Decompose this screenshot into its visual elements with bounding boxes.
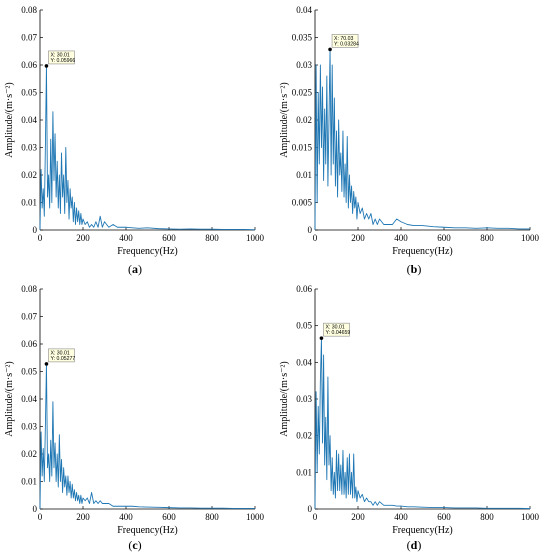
x-tick-label: 200 (351, 512, 365, 522)
data-tip-x-label: X: 70.03 (334, 36, 353, 42)
x-tick-label: 600 (437, 512, 451, 522)
data-tip-box (48, 348, 75, 363)
y-tick-label: 0.01 (21, 477, 37, 487)
x-tick-label: 1000 (521, 512, 540, 522)
x-tick-label: 200 (76, 512, 90, 522)
y-axis-label: Amplitude/(m·s⁻²) (279, 82, 290, 158)
caption-letter: c (132, 538, 138, 552)
caption-letter: d (410, 538, 418, 552)
x-tick-label: 200 (76, 233, 90, 243)
y-tick-label: 0.08 (21, 284, 37, 294)
data-tip-box (331, 34, 359, 48)
caption-letter: b (410, 262, 418, 276)
y-tick-label: 0.05 (21, 367, 37, 377)
series-line (39, 65, 256, 231)
y-tick-label: 0.025 (292, 88, 313, 98)
y-tick-label: 0.03 (296, 60, 312, 70)
y-tick-label: 0.06 (21, 60, 37, 70)
y-tick-label: 0.06 (296, 284, 312, 294)
y-tick-label: 0 (308, 504, 313, 514)
x-tick-label: 0 (38, 233, 43, 243)
x-axis-label: Frequency(Hz) (117, 246, 178, 257)
y-tick-label: 0.01 (296, 467, 312, 477)
y-tick-label: 0.04 (296, 357, 312, 367)
data-tip-point (44, 362, 49, 366)
y-tick-label: 0.04 (296, 5, 312, 15)
series-line (39, 363, 255, 510)
x-tick-label: 800 (205, 512, 219, 522)
x-tick-label: 0 (38, 512, 43, 522)
x-axis-label: Frequency(Hz) (117, 525, 178, 536)
y-tick-label: 0.05 (296, 321, 312, 331)
y-tick-label: 0.02 (21, 449, 37, 459)
x-tick-label: 600 (162, 512, 176, 522)
data-tip-y-label: Y: 0.03284 (334, 41, 359, 47)
x-axis-label: Frequency(Hz) (392, 525, 453, 536)
caption-a: (a) (128, 262, 142, 276)
y-tick-label: 0.03 (296, 394, 312, 404)
data-tip-y-label: Y: 0.04659 (325, 330, 350, 336)
data-tip-point (44, 64, 49, 68)
y-axis-label: Amplitude/(m·s⁻²) (279, 361, 290, 437)
x-tick-label: 400 (119, 233, 133, 243)
y-tick-label: 0.01 (296, 170, 312, 180)
data-tip-y-label: Y: 0.05966 (50, 58, 75, 64)
y-tick-label: 0 (33, 225, 38, 235)
chart-panel-d: 0 200 400 600 800 1000 0 0.01 0.02 0.03 0.04 0.05 0.… (279, 284, 540, 536)
x-tick-label: 400 (119, 512, 133, 522)
chart-panel-c: 0 200 400 600 800 1000 0 0.01 0.02 0.03 0.04 0.05 0.… (4, 284, 265, 536)
y-tick-label: 0.08 (21, 5, 37, 15)
y-tick-label: 0.04 (21, 115, 37, 125)
x-tick-label: 0 (313, 512, 318, 522)
y-tick-label: 0.03 (21, 422, 37, 432)
x-tick-label: 0 (313, 233, 318, 243)
caption-d: (d) (406, 538, 422, 552)
data-tip-point (328, 47, 332, 52)
x-tick-label: 600 (162, 233, 176, 243)
y-tick-label: 0.01 (21, 198, 37, 208)
chart-panel-a: 0 200 400 600 800 1000 0 0.01 0.02 0.03 0.04 0.05 0.… (4, 5, 265, 257)
y-tick-label: 0.04 (21, 394, 37, 404)
series-line (314, 337, 531, 510)
chart-panel-b: 0 200 400 600 800 1000 0 0.005 0.01 0.015 0.02 0.02… (279, 5, 540, 257)
data-tip-point (319, 336, 324, 340)
x-tick-label: 400 (394, 233, 408, 243)
x-axis-label: Frequency(Hz) (392, 246, 453, 257)
x-tick-label: 1000 (246, 512, 265, 522)
y-tick-label: 0.015 (292, 143, 313, 153)
data-tip-y-label: Y: 0.05277 (50, 356, 75, 362)
y-tick-label: 0 (308, 225, 313, 235)
y-tick-label: 0.07 (21, 33, 37, 43)
data-tip-box (323, 322, 350, 337)
x-tick-label: 400 (394, 512, 408, 522)
x-tick-label: 800 (205, 233, 219, 243)
y-tick-label: 0.05 (21, 88, 37, 98)
x-tick-label: 800 (480, 512, 494, 522)
y-tick-label: 0.02 (296, 431, 312, 441)
y-axis-label: Amplitude/(m·s⁻²) (4, 82, 15, 158)
caption-c: (c) (128, 538, 142, 552)
y-tick-label: 0.02 (21, 170, 37, 180)
y-tick-label: 0.02 (296, 115, 312, 125)
y-tick-label: 0 (33, 504, 38, 514)
y-axis-label: Amplitude/(m·s⁻²) (4, 361, 15, 437)
y-tick-label: 0.005 (292, 198, 313, 208)
series-line (314, 48, 530, 231)
caption-letter: a (132, 262, 138, 276)
data-tip-box (48, 50, 75, 65)
x-tick-label: 800 (480, 233, 494, 243)
y-tick-label: 0.03 (21, 143, 37, 153)
data-tip-x-label: X: 30.01 (325, 325, 344, 331)
x-tick-label: 1000 (246, 233, 265, 243)
x-tick-label: 600 (437, 233, 451, 243)
y-tick-label: 0.07 (21, 312, 37, 322)
x-tick-label: 1000 (521, 233, 540, 243)
y-tick-label: 0.035 (292, 33, 313, 43)
data-tip-x-label: X: 30.01 (50, 52, 69, 58)
data-tip-x-label: X: 30.01 (50, 350, 69, 356)
x-tick-label: 200 (351, 233, 365, 243)
y-tick-label: 0.06 (21, 339, 37, 349)
caption-b: (b) (406, 262, 422, 276)
